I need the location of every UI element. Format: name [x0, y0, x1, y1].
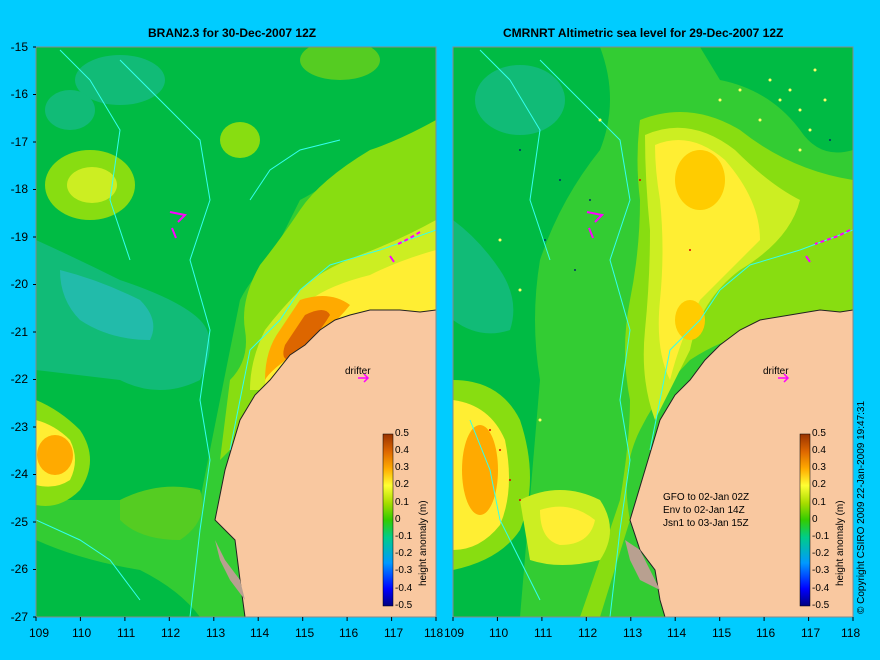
- colorbar-tick-label: 0.2: [395, 479, 409, 490]
- satellite-note: Env to 02-Jan 14Z: [663, 505, 745, 516]
- colorbar-tick-label: -0.3: [395, 565, 413, 576]
- left-colorbar: [382, 433, 394, 607]
- y-tick-label: -18: [10, 182, 28, 196]
- x-tick-label: 112: [161, 626, 181, 640]
- colorbar-tick-label: 0.5: [395, 428, 409, 439]
- x-tick-label: 118: [424, 626, 444, 640]
- x-tick-label: 114: [250, 626, 270, 640]
- x-tick-label: 111: [534, 626, 553, 640]
- right-colorbar-label: height anomaly (m): [835, 500, 846, 586]
- y-tick-label: -19: [10, 230, 28, 244]
- colorbar-tick-label: -0.5: [395, 600, 413, 611]
- colorbar-tick-label: -0.2: [395, 548, 413, 559]
- colorbar-tick-label: 0.5: [812, 428, 826, 439]
- x-tick-label: 111: [117, 626, 136, 640]
- colorbar-tick-label: 0.4: [812, 445, 826, 456]
- x-tick-label: 113: [206, 626, 226, 640]
- y-tick-label: -20: [10, 277, 28, 291]
- colorbar-tick-label: -0.1: [812, 531, 830, 542]
- drifter-label: drifter: [763, 366, 789, 377]
- colorbar-tick-label: 0.1: [395, 497, 409, 508]
- y-tick-label: -24: [10, 467, 28, 481]
- x-tick-label: 110: [489, 626, 509, 640]
- colorbar-tick-label: 0.3: [395, 462, 409, 473]
- y-tick-label: -21: [10, 325, 28, 339]
- x-tick-label: 115: [295, 626, 315, 640]
- right-map: [453, 47, 853, 617]
- satellite-note: GFO to 02-Jan 02Z: [663, 492, 750, 503]
- drifter-label: drifter: [345, 366, 371, 377]
- colorbar-tick-label: 0: [812, 514, 818, 525]
- x-tick-label: 116: [339, 626, 359, 640]
- colorbar-tick-label: 0.1: [812, 497, 826, 508]
- x-tick-label: 117: [801, 626, 821, 640]
- y-tick-label: -16: [10, 87, 28, 101]
- colorbar-tick-label: 0: [395, 514, 401, 525]
- x-tick-label: 109: [444, 626, 465, 640]
- right-colorbar: [799, 433, 811, 607]
- x-tick-label: 117: [384, 626, 404, 640]
- x-tick-label: 109: [29, 626, 50, 640]
- left-chart-title: BRAN2.3 for 30-Dec-2007 12Z: [148, 26, 317, 40]
- y-tick-label: -22: [10, 372, 28, 386]
- x-tick-label: 115: [712, 626, 732, 640]
- left-colorbar-label: height anomaly (m): [418, 500, 429, 586]
- colorbar-tick-label: -0.5: [812, 600, 830, 611]
- x-tick-label: 118: [841, 626, 861, 640]
- colorbar-tick-label: 0.3: [812, 462, 826, 473]
- x-tick-label: 114: [667, 626, 687, 640]
- tick-marks: [33, 46, 854, 621]
- colorbar-tick-label: -0.4: [395, 583, 413, 594]
- x-tick-label: 110: [72, 626, 92, 640]
- y-tick-label: -23: [10, 420, 28, 434]
- copyright-text: © Copyright CSIRO 2009 22-Jan-2009 19:47…: [856, 400, 867, 614]
- x-tick-label: 113: [623, 626, 643, 640]
- y-tick-label: -27: [10, 610, 28, 624]
- colorbar-tick-label: 0.2: [812, 479, 826, 490]
- colorbar-tick-label: -0.4: [812, 583, 830, 594]
- left-map: [36, 47, 436, 617]
- colorbar-tick-label: -0.1: [395, 531, 413, 542]
- colorbar-tick-label: -0.3: [812, 565, 830, 576]
- colorbar-tick-label: 0.4: [395, 445, 409, 456]
- x-tick-label: 112: [578, 626, 598, 640]
- satellite-note: Jsn1 to 03-Jan 15Z: [663, 518, 749, 529]
- y-tick-label: -15: [10, 40, 28, 54]
- right-chart-title: CMRNRT Altimetric sea level for 29-Dec-2…: [503, 26, 784, 40]
- y-tick-label: -26: [10, 562, 28, 576]
- colorbar-tick-label: -0.2: [812, 548, 830, 559]
- y-tick-label: -25: [10, 515, 28, 529]
- x-tick-label: 116: [756, 626, 776, 640]
- y-tick-label: -17: [10, 135, 28, 149]
